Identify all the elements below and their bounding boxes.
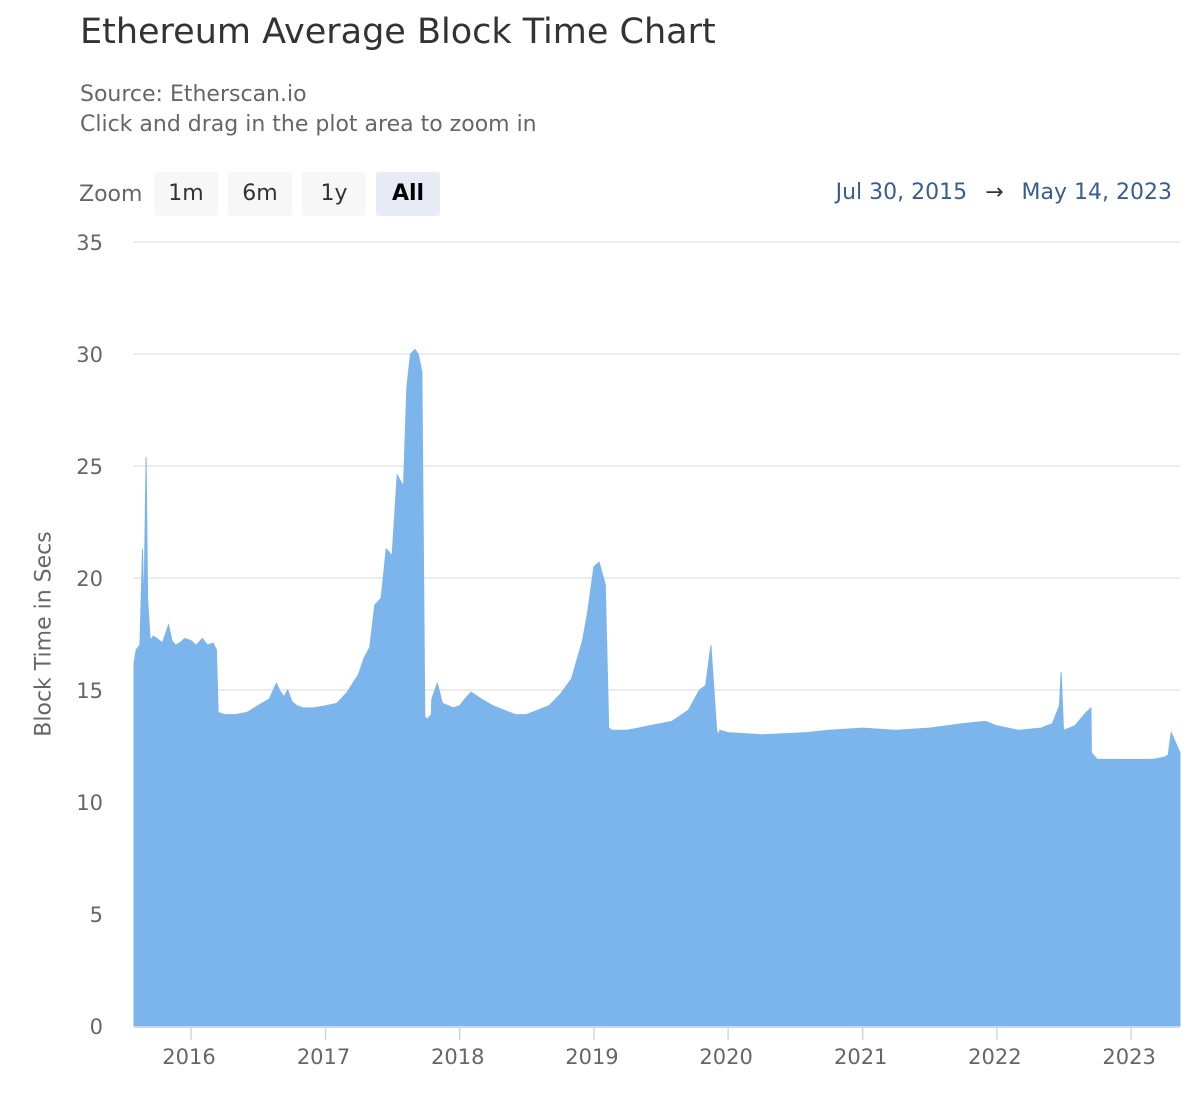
- x-tick-label: 2023: [1102, 1045, 1155, 1069]
- range-to-input[interactable]: May 14, 2023: [1021, 180, 1172, 205]
- chart-zoom-hint: Click and drag in the plot area to zoom …: [80, 112, 537, 137]
- zoom-6m-button[interactable]: 6m: [228, 172, 292, 216]
- x-tick-label: 2020: [699, 1045, 752, 1069]
- y-tick-label: 30: [76, 343, 103, 367]
- y-tick-label: 0: [90, 1015, 103, 1039]
- zoom-1m-button[interactable]: 1m: [154, 172, 218, 216]
- y-tick-label: 15: [76, 679, 103, 703]
- zoom-all-button[interactable]: All: [376, 172, 440, 216]
- range-arrow: →: [985, 180, 1004, 205]
- x-tick-label: 2016: [162, 1045, 215, 1069]
- block-time-area[interactable]: [133, 348, 1181, 1027]
- x-tick-label: 2019: [565, 1045, 618, 1069]
- range-from-input[interactable]: Jul 30, 2015: [835, 180, 968, 205]
- chart-source: Source: Etherscan.io: [80, 82, 307, 107]
- zoom-1y-button[interactable]: 1y: [302, 172, 366, 216]
- x-tick-label: 2022: [968, 1045, 1021, 1069]
- x-axis-ticks: 2016 2017 2018 2019 2020 2021 2022 2023: [162, 1026, 1156, 1069]
- zoom-label: Zoom: [79, 182, 143, 207]
- x-tick-label: 2018: [431, 1045, 484, 1069]
- x-tick-label: 2021: [834, 1045, 887, 1069]
- x-tick-label: 2017: [297, 1045, 350, 1069]
- y-tick-label: 25: [76, 455, 103, 479]
- y-tick-label: 10: [76, 791, 103, 815]
- y-tick-label: 35: [76, 231, 103, 255]
- date-range-display: Jul 30, 2015 → May 14, 2023: [836, 180, 1172, 205]
- chart-title: Ethereum Average Block Time Chart: [80, 12, 716, 52]
- y-tick-label: 5: [90, 903, 103, 927]
- y-axis-ticks: 0 5 10 15 20 25 30 35: [76, 231, 103, 1039]
- y-axis-title: Block Time in Secs: [31, 531, 57, 737]
- y-tick-label: 20: [76, 567, 103, 591]
